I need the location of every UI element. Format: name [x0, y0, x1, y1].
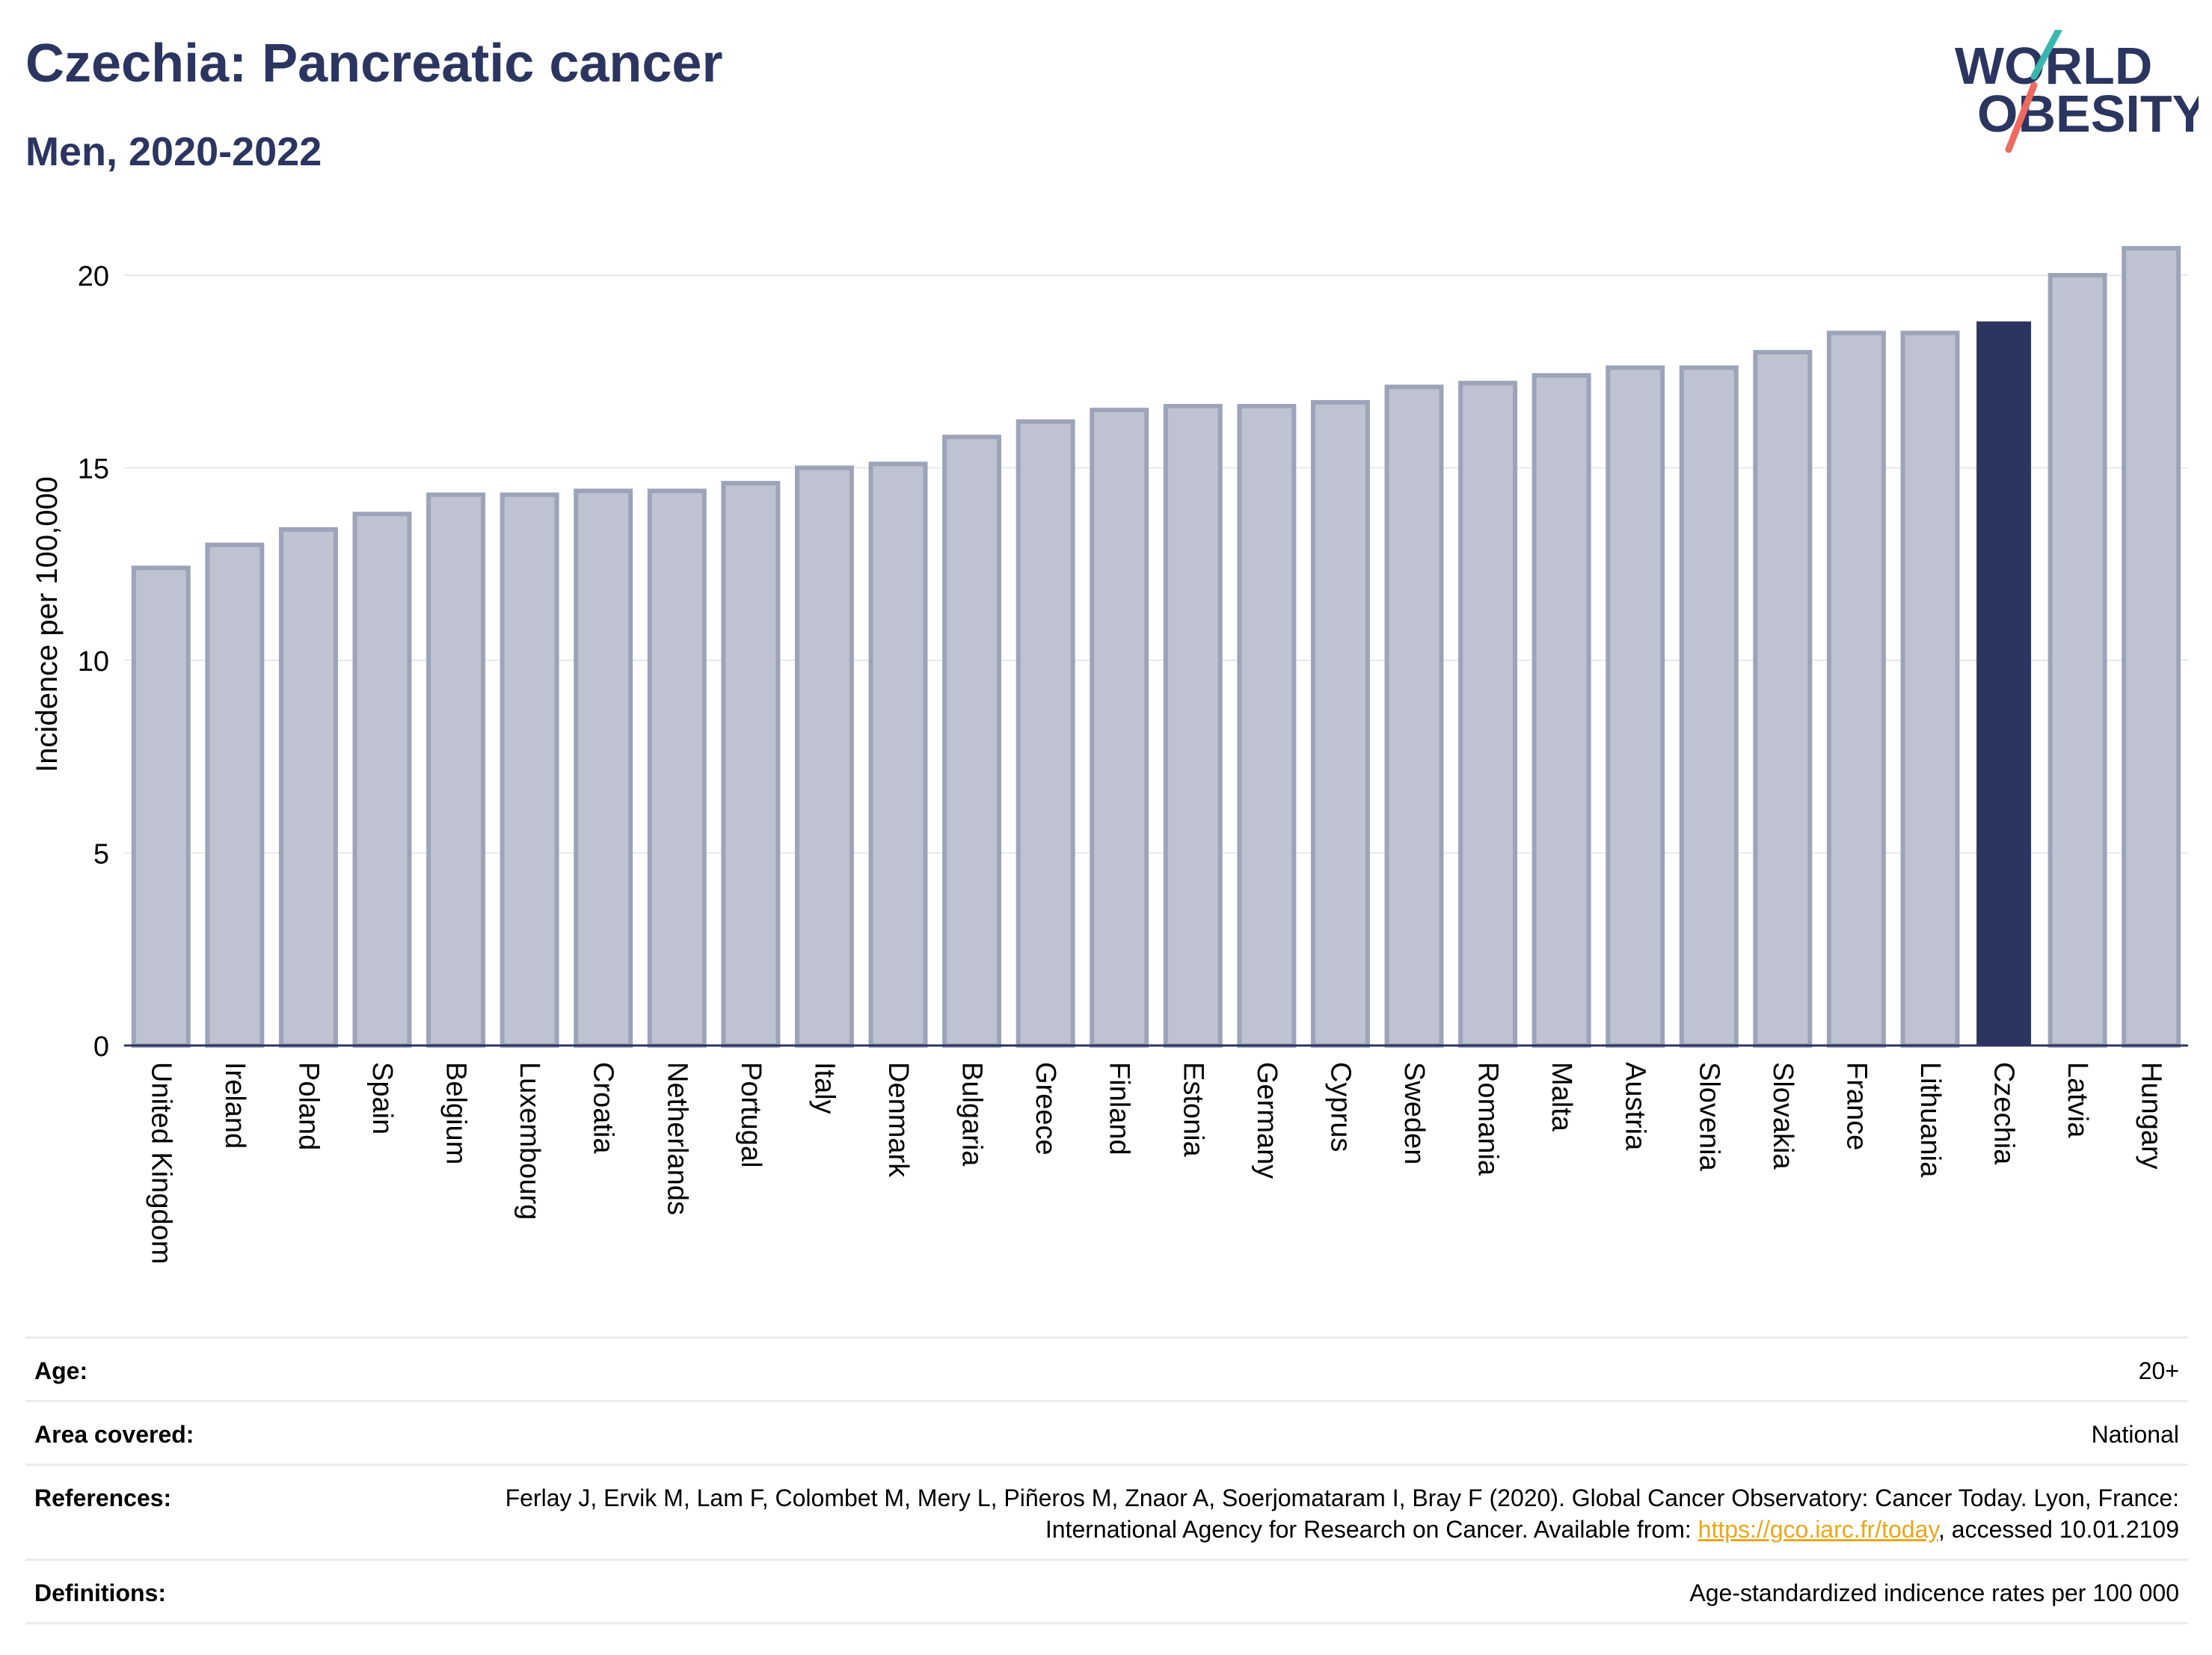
x-tick-label: Ireland [219, 1062, 251, 1149]
x-tick-label: Austria [1620, 1062, 1651, 1151]
age-label: Age: [34, 1357, 88, 1384]
x-tick-label: Finland [1104, 1062, 1135, 1155]
bar-cyprus [1310, 399, 1370, 1048]
definitions-label: Definitions: [34, 1579, 166, 1606]
y-tick-label: 15 [78, 454, 109, 485]
bar-ireland [205, 542, 265, 1048]
bar-slovakia [1753, 350, 1813, 1048]
bar-belgium [426, 492, 486, 1048]
bar-italy [794, 465, 854, 1048]
x-tick-label: Poland [292, 1062, 324, 1150]
bar-germany [1237, 404, 1297, 1048]
chart-title: Czechia: Pancreatic cancer [25, 34, 723, 93]
bar-hungary [2122, 245, 2181, 1048]
bar-latvia [2047, 273, 2107, 1048]
bars [131, 245, 2181, 1048]
x-tick-label: Germany [1251, 1062, 1282, 1179]
references-link[interactable]: https://gco.iarc.fr/today [1698, 1516, 1938, 1543]
x-tick-label: United Kingdom [145, 1062, 176, 1264]
x-tick-label: Italy [808, 1062, 840, 1114]
bar-chart: 0 5 10 15 20 United Kingdom Ireland Poland Spai… [31, 245, 2188, 1264]
info-row-definitions: Definitions: Age-standardized indicence … [25, 1559, 2188, 1624]
x-tick-label: Spain [366, 1062, 398, 1134]
x-tick-label: Cyprus [1324, 1062, 1356, 1152]
bar-croatia [574, 488, 633, 1048]
x-tick-label: Luxembourg [514, 1062, 545, 1220]
references-text: Ferlay J, Ervik M, Lam F, Colombet M, Me… [505, 1484, 2179, 1543]
x-tick-label: Estonia [1177, 1062, 1208, 1158]
y-tick-label: 20 [78, 261, 109, 292]
bar-spain [352, 512, 412, 1048]
x-tick-label: Romania [1472, 1062, 1504, 1176]
bar-romania [1458, 381, 1518, 1048]
logo-slash-teal [2030, 30, 2062, 80]
y-tick-label: 5 [93, 839, 109, 871]
x-tick-label: Bulgaria [956, 1062, 988, 1167]
x-tick-label: Latvia [2062, 1062, 2093, 1138]
bar-luxembourg [500, 492, 559, 1048]
info-table: Age: 20+ Area covered: National Referenc… [25, 1336, 2188, 1624]
bar-poland [278, 526, 338, 1048]
x-tick-label: Lithuania [1914, 1062, 1946, 1178]
x-tick-label: Slovakia [1767, 1062, 1798, 1170]
info-row-age: Age: 20+ [25, 1336, 2188, 1400]
bar-czechia [1976, 321, 2032, 1045]
y-axis-label: Incidence per 100,000 [31, 476, 64, 773]
x-tick-label: Slovenia [1693, 1062, 1724, 1172]
references-label: References: [34, 1484, 172, 1511]
bar-slovenia [1679, 365, 1739, 1048]
bar-netherlands [647, 488, 707, 1048]
x-tick-label: Sweden [1398, 1062, 1430, 1164]
area-value: National [2091, 1421, 2179, 1448]
x-tick-label: Malta [1546, 1062, 1577, 1132]
x-axis-ticks: United Kingdom Ireland Poland Spain Belgium L… [145, 1062, 2166, 1264]
area-label: Area covered: [34, 1421, 194, 1448]
bar-denmark [868, 461, 928, 1048]
y-tick-label: 10 [78, 646, 109, 678]
bar-greece [1016, 419, 1075, 1048]
world-obesity-logo: WORLD OBESITY [1955, 30, 2199, 153]
bar-lithuania [1900, 331, 1960, 1048]
bar-austria [1606, 365, 1665, 1048]
definitions-value: Age-standardized indicence rates per 100… [1689, 1579, 2179, 1606]
y-axis-ticks: 0 5 10 15 20 [78, 261, 109, 1063]
age-value: 20+ [2138, 1357, 2179, 1384]
bar-bulgaria [942, 435, 1002, 1048]
y-tick-label: 0 [93, 1031, 109, 1063]
x-tick-label: Denmark [882, 1062, 914, 1178]
logo-slash-coral [2005, 82, 2038, 153]
bar-finland [1090, 408, 1149, 1048]
references-value: Ferlay J, Ervik M, Lam F, Colombet M, Me… [422, 1482, 2179, 1545]
chart-subtitle: Men, 2020-2022 [25, 129, 322, 174]
x-tick-label: France [1840, 1062, 1872, 1150]
info-row-area: Area covered: National [25, 1400, 2188, 1464]
bar-france [1826, 331, 1886, 1048]
x-tick-label: Hungary [2136, 1062, 2167, 1170]
bar-malta [1531, 372, 1591, 1048]
info-row-references: References: Ferlay J, Ervik M, Lam F, Co… [25, 1464, 2188, 1559]
bar-estonia [1163, 404, 1223, 1048]
bar-sweden [1384, 384, 1444, 1048]
x-tick-label: Portugal [735, 1062, 766, 1168]
bar-portugal [721, 481, 781, 1048]
x-tick-label: Greece [1030, 1062, 1061, 1155]
x-tick-label: Netherlands [661, 1062, 692, 1215]
bar-united-kingdom [131, 565, 191, 1048]
references-tail: , accessed 10.01.2109 [1938, 1516, 2179, 1543]
x-tick-label: Czechia [1988, 1062, 2020, 1165]
x-tick-label: Croatia [588, 1062, 619, 1154]
x-tick-label: Belgium [440, 1062, 472, 1164]
